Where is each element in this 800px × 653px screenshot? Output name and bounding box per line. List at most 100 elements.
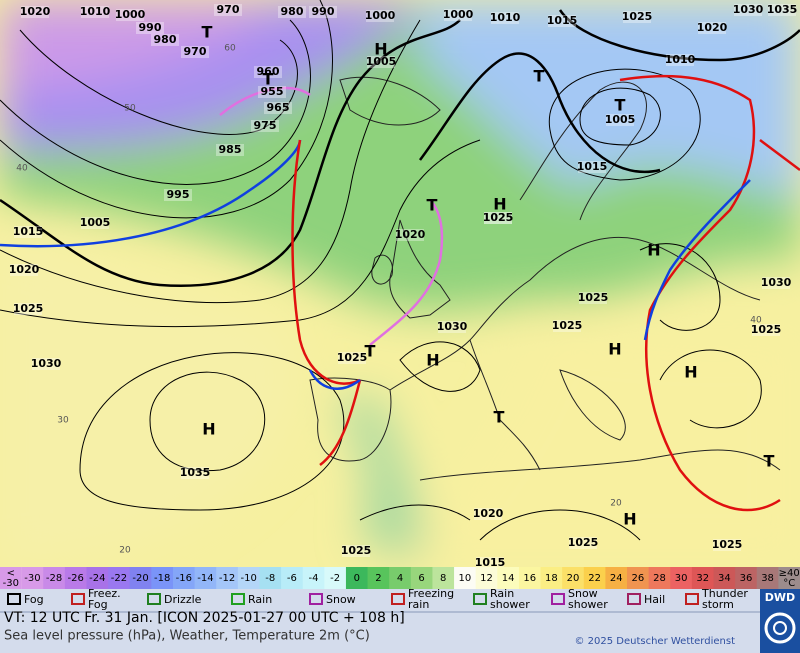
isotherm-label: 20 [610, 499, 622, 509]
scale-cell [497, 567, 520, 589]
pressure-center: T [202, 23, 213, 42]
pressure-label: 1025 [568, 536, 599, 549]
legend-icon [391, 593, 405, 605]
pressure-center: H [202, 420, 215, 439]
scale-label: -26 [68, 573, 84, 584]
pressure-label: 1025 [622, 10, 653, 23]
pressure-label: 1020 [9, 263, 40, 276]
scale-cell [194, 567, 217, 589]
pressure-label: 970 [184, 45, 207, 58]
pressure-label: 1010 [490, 11, 521, 24]
label-bg [116, 9, 144, 21]
label-bg [10, 264, 38, 276]
pressure-label: 1020 [395, 228, 426, 241]
label-bg [254, 66, 282, 78]
temperature-scale: <-30 -30 -28 -26 -24 -22 -20 -18 -16 -14 -12 -10 -8-… [0, 567, 800, 589]
isotherm-label: 20 [119, 546, 131, 556]
pressure-label: 1005 [80, 216, 111, 229]
pressure-label: 1000 [365, 9, 396, 22]
label-bg [151, 34, 179, 46]
scale-label: -30 [24, 573, 40, 584]
scale-label: -8 [265, 573, 275, 584]
scale-cell [562, 567, 585, 589]
scale-cell [281, 567, 304, 589]
scale-label: -22 [111, 573, 127, 584]
label-bg [474, 508, 502, 520]
label-bg [484, 212, 512, 224]
pressure-label: 1025 [578, 291, 609, 304]
pressure-center: T [764, 452, 775, 471]
pressure-label: 1025 [483, 211, 514, 224]
scale-label: 30 [675, 573, 688, 584]
legend-icon [7, 593, 21, 605]
scale-label: 38 [761, 573, 774, 584]
pressure-label: 1020 [20, 5, 51, 18]
label-bg [734, 4, 762, 16]
pressure-center: H [608, 340, 621, 359]
scale-label: 8 [440, 573, 446, 584]
label-bg [278, 6, 306, 18]
valid-time: VT: 12 UTC Fr. 31 Jan. [ICON 2025-01-27 … [4, 610, 405, 626]
legend-label: Freez. Fog [88, 587, 121, 611]
description: Sea level pressure (hPa), Weather, Tempe… [4, 629, 370, 644]
pressure-center: T [615, 96, 626, 115]
legend-icon [551, 593, 565, 605]
scale-cell [324, 567, 347, 589]
pressure-label: 1035 [767, 3, 798, 16]
pressure-label: 1025 [552, 319, 583, 332]
legend-icon [473, 593, 487, 605]
pressure-label: 995 [167, 188, 190, 201]
scale-cell [518, 567, 542, 589]
scale-label: -16 [176, 573, 192, 584]
label-bg [81, 217, 109, 229]
scale-label: 26 [631, 573, 644, 584]
label-bg [164, 189, 192, 201]
pressure-label: 1030 [761, 276, 792, 289]
scale-cell [735, 567, 758, 589]
label-bg [553, 320, 581, 332]
pressure-label: 980 [281, 5, 304, 18]
scale-cell [237, 567, 260, 589]
scale-label: -28 [46, 573, 62, 584]
pressure-label: 975 [254, 119, 277, 132]
pressure-label: 990 [139, 21, 162, 34]
scale-label: 18 [545, 573, 558, 584]
map-labels: 1020 1010 10009909809709709609559659759859… [9, 3, 798, 569]
pressure-label: 1030 [437, 320, 468, 333]
pressure-label: 955 [261, 85, 284, 98]
scale-label: 20 [567, 573, 580, 584]
label-bg [548, 15, 576, 27]
scale-label: 2 [375, 573, 381, 584]
scale-cell [475, 567, 498, 589]
scale-cell [21, 567, 44, 589]
label-bg [444, 9, 472, 21]
label-bg [752, 324, 780, 336]
pressure-label: 1030 [31, 357, 62, 370]
legend-icon [71, 593, 85, 605]
legend-label: Thunder storm [701, 587, 748, 611]
pressure-label: 985 [219, 143, 242, 156]
pressure-label: 1025 [13, 302, 44, 315]
pressure-label: 1030 [733, 3, 764, 16]
legend-icon [627, 593, 641, 605]
scale-cell [43, 567, 66, 589]
legend-icon [309, 593, 323, 605]
label-bg [181, 46, 209, 58]
pressure-label: 1010 [665, 53, 696, 66]
isobars [0, 0, 800, 541]
copyright: © 2025 Deutscher Wetterdienst [574, 636, 735, 647]
scale-label: -12 [219, 573, 235, 584]
legend-background [0, 589, 760, 653]
scale-cell [302, 567, 325, 589]
legend-label: Snow shower [568, 587, 608, 611]
legend-label: Rain [248, 593, 272, 606]
legend-icon [231, 593, 245, 605]
label-bg [569, 537, 597, 549]
pressure-label: 1025 [337, 351, 368, 364]
pressure-center: H [493, 195, 506, 214]
scale-cell [64, 567, 87, 589]
pressure-label: 1020 [473, 507, 504, 520]
label-bg [396, 229, 424, 241]
scale-cell [432, 567, 455, 589]
